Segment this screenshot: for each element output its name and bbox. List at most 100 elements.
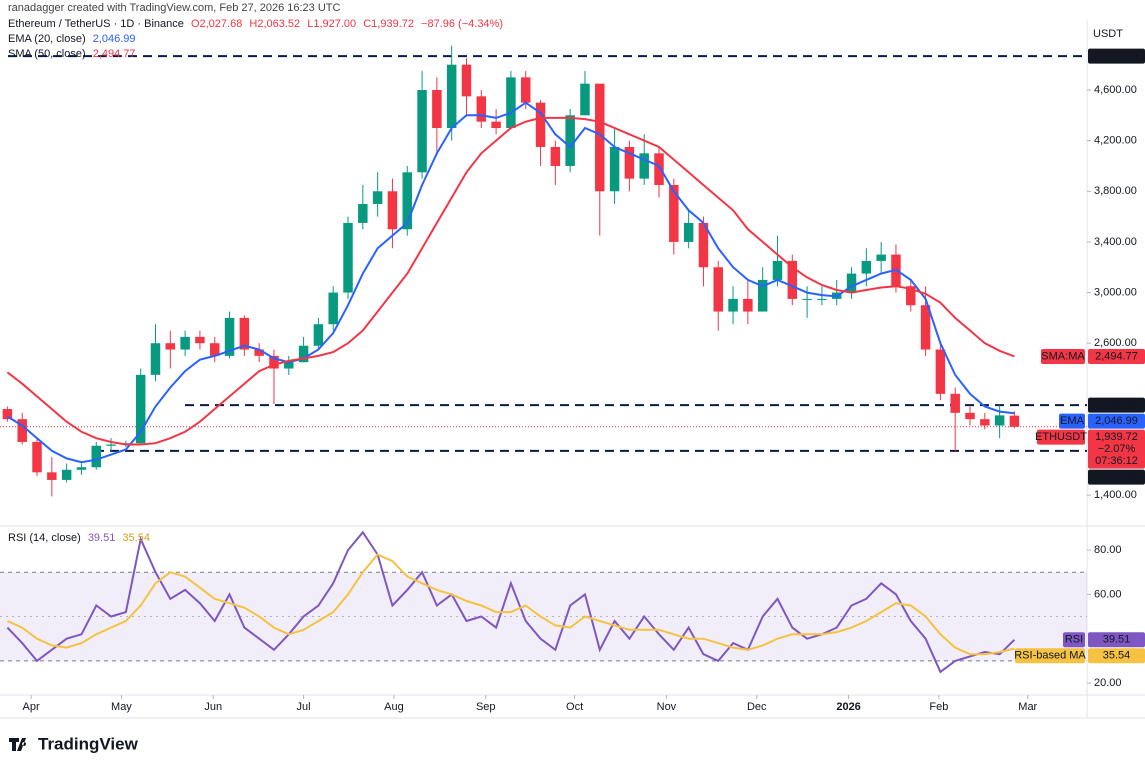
candle-body (254, 349, 264, 356)
candle-body (506, 77, 516, 128)
ohlc-close: C1,939.72 (363, 18, 414, 30)
x-tick-label: Sep (476, 701, 496, 713)
ohlc-high: H2,063.52 (249, 18, 301, 30)
candle-body (358, 203, 368, 223)
axis-side-tag-text: SMA:MA (1041, 350, 1085, 362)
candle-body (683, 222, 694, 242)
candle-body (491, 121, 501, 128)
candle-body (32, 441, 42, 473)
candle-body (772, 260, 783, 280)
candle-body (298, 345, 309, 363)
y-tick-label: 1,400.00 (1094, 489, 1137, 501)
x-tick-label: Aug (384, 701, 404, 713)
axis-side-tag-text: ETHUSDT (1035, 431, 1087, 443)
x-tick-label: Mar (1018, 701, 1037, 713)
candle-body (787, 260, 798, 299)
candle-body (180, 336, 190, 350)
axis-tag (1088, 469, 1145, 485)
axis-tag (1088, 429, 1145, 469)
axis-side-tag (1041, 349, 1085, 365)
axis-side-tag (1037, 429, 1085, 445)
candle-body (150, 343, 161, 375)
x-tick-label: Nov (657, 701, 677, 713)
axis-unit: USDT (1093, 28, 1123, 40)
axis-tag-text: 39.51 (1103, 634, 1131, 646)
ema-value: 2,046.99 (92, 33, 136, 45)
sma-name: SMA (50, close) (8, 48, 86, 60)
x-tick-label: Jul (297, 701, 311, 713)
series-line (6, 101, 1015, 464)
candle-body (565, 115, 575, 166)
axis-tag-text: 2,046.99 (1095, 415, 1138, 427)
sma-value: 2,494.77 (92, 48, 136, 60)
candle-body (520, 77, 531, 103)
candle-body (580, 83, 590, 116)
axis-side-tag (1059, 413, 1085, 429)
candle-body (669, 184, 679, 242)
x-tick-label: Feb (929, 701, 948, 713)
series-line (6, 553, 1015, 656)
candle-body (47, 472, 57, 480)
candle-body (135, 374, 146, 444)
candle-body (2, 409, 13, 420)
axis-tag-text: −2.07% (1098, 443, 1136, 455)
candle-body (1009, 415, 1020, 427)
axis-side-tag-text: RSI (1065, 634, 1083, 646)
y-tick-label: 3,000.00 (1094, 286, 1137, 298)
axis-tag (1088, 648, 1145, 664)
candle-body (165, 343, 176, 350)
axis-tag-text: 1,939.72 (1095, 431, 1138, 443)
candle-body (965, 412, 975, 420)
y-tick-label: 20.00 (1094, 677, 1122, 689)
candle-body (906, 286, 916, 306)
axis-tag-text: 2,494.77 (1095, 350, 1138, 362)
axis-tag-text: 1,750.00 (1095, 471, 1138, 483)
candle-body (920, 305, 931, 350)
rsi-value: 39.51 (87, 532, 116, 544)
candle-body (461, 64, 472, 97)
axis-side-tag (1063, 632, 1085, 648)
logo-text: TradingView (38, 734, 139, 753)
rsi-title: RSI (14, close) (8, 532, 81, 544)
credit: ranadagger created with TradingView.com,… (8, 2, 341, 14)
candle-body (106, 444, 116, 446)
candle-body (313, 324, 324, 346)
candle-body (476, 96, 487, 122)
candle-body (595, 83, 605, 192)
candle-body (402, 172, 412, 230)
candle-body (654, 153, 664, 185)
candle-body (728, 298, 738, 312)
candle-body (639, 153, 649, 179)
y-tick-label: 4,600.00 (1094, 84, 1137, 96)
x-tick-label: Oct (566, 701, 583, 713)
rsi-legend: RSI (14, close) 39.51 35.54 (8, 532, 154, 544)
candle-body (417, 90, 427, 173)
candle-body (209, 343, 220, 356)
logo-icon (9, 738, 27, 751)
candle-body (195, 336, 205, 344)
axis-tag (1088, 632, 1145, 648)
candle-body (91, 445, 101, 468)
ohlc-open: O2,027.68 (190, 18, 243, 30)
candle-body (846, 273, 857, 293)
ema-legend: EMA (20, close) 2,046.99 (8, 33, 140, 45)
candle-body (372, 191, 383, 204)
x-tick-label: Dec (747, 701, 767, 713)
y-tick-label: 2,600.00 (1094, 337, 1137, 349)
candle-body (935, 349, 946, 394)
candle-body (861, 260, 872, 274)
ohlc-change: −87.96 (−4.34%) (421, 18, 503, 30)
candle-body (432, 90, 442, 128)
candle-body (609, 146, 620, 192)
y-tick-label: 4,200.00 (1094, 135, 1137, 147)
candle-body (328, 292, 338, 325)
x-tick-label: Apr (23, 701, 40, 713)
candle-body (817, 298, 827, 300)
sma-legend: SMA (50, close) 2,494.77 (8, 48, 140, 60)
candle-body (224, 317, 235, 356)
axis-side-tag (1015, 648, 1085, 664)
ema-name: EMA (20, close) (8, 33, 86, 45)
candle-body (284, 362, 294, 369)
